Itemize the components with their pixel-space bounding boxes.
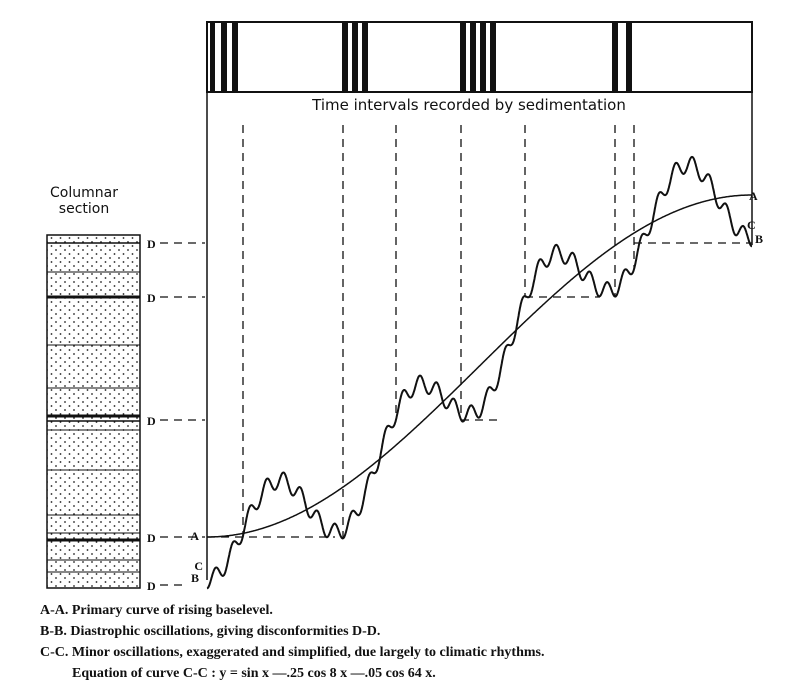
stripe: [210, 23, 215, 91]
stripe: [342, 23, 348, 91]
legend-line: B-B. Diastrophic oscillations, giving di…: [40, 624, 380, 639]
label-b-right: B: [755, 232, 763, 246]
d-label: D: [147, 414, 156, 428]
stripe: [470, 23, 476, 91]
label-b-left: B: [191, 571, 199, 585]
time-bar-label: Time intervals recorded by sedimentation: [311, 96, 626, 114]
column-title: section: [59, 201, 109, 217]
label-a-left: A: [190, 529, 199, 543]
label-c-left: C: [194, 559, 203, 573]
time-bar: [206, 21, 753, 93]
d-label: D: [147, 531, 156, 545]
stripe: [612, 23, 618, 91]
stripe: [480, 23, 486, 91]
d-label: D: [147, 291, 156, 305]
stripe: [352, 23, 358, 91]
legend-line: A-A. Primary curve of rising baselevel.: [40, 603, 273, 618]
primary-curve: [207, 194, 752, 538]
stripe: [460, 23, 466, 91]
d-label: D: [147, 579, 156, 593]
stripe: [490, 23, 496, 91]
strata-lines: [47, 242, 140, 573]
stripes: [210, 23, 632, 91]
stripe: [626, 23, 632, 91]
label-a-right: A: [749, 189, 758, 203]
dashed-lines: [160, 125, 752, 586]
d-label: D: [147, 237, 156, 251]
legend-line: C-C. Minor oscillations, exaggerated and…: [40, 645, 544, 660]
columnar-section: [46, 234, 141, 589]
d-labels: D D D D D: [147, 237, 156, 593]
oscillation-curve: [206, 155, 753, 590]
label-c-right: C: [747, 218, 756, 232]
stripe: [221, 23, 227, 91]
stripe: [362, 23, 368, 91]
stripe: [232, 23, 238, 91]
legend-line: Equation of curve C-C : y = sin x —.25 c…: [72, 666, 436, 681]
column-title: Columnar: [50, 185, 118, 201]
